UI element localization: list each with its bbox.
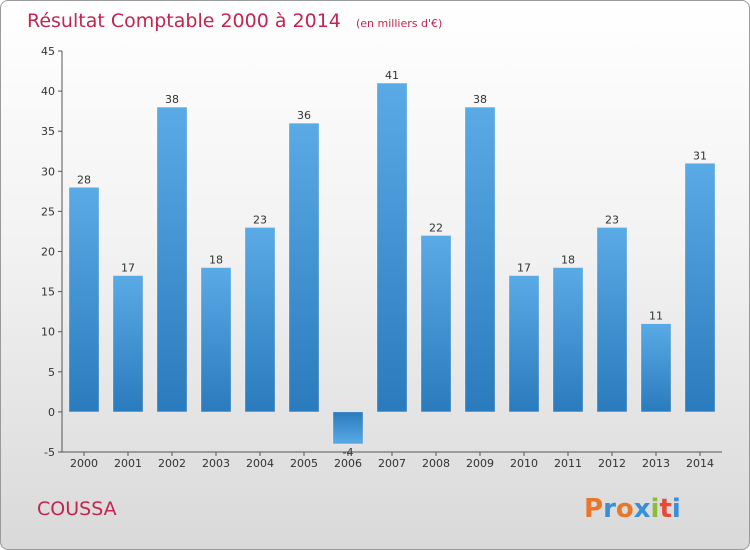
chart-bars — [68, 82, 716, 445]
bar — [684, 163, 716, 413]
bar-value-label: 31 — [693, 149, 707, 162]
bar-value-label: 23 — [253, 213, 267, 226]
bar-value-label: 41 — [385, 69, 399, 82]
x-tick-label: 2001 — [114, 457, 142, 470]
x-tick-label: 2013 — [642, 457, 670, 470]
bar-value-label: 22 — [429, 221, 443, 234]
bar — [376, 82, 408, 413]
y-tick-label: 25 — [41, 205, 55, 218]
x-tick-label: 2004 — [246, 457, 274, 470]
logo-letter: i — [672, 494, 681, 524]
bar — [288, 122, 320, 413]
y-tick-label: -5 — [44, 446, 55, 459]
bar — [156, 106, 188, 413]
logo-letter: x — [634, 494, 651, 524]
bar — [68, 187, 100, 413]
bar-value-label: 18 — [209, 254, 223, 267]
x-tick-label: 2014 — [686, 457, 714, 470]
bar-value-label: -4 — [343, 446, 354, 459]
x-tick-label: 2008 — [422, 457, 450, 470]
bar-value-label: 11 — [649, 310, 663, 323]
y-tick-label: 35 — [41, 125, 55, 138]
bar — [464, 106, 496, 413]
bar — [508, 275, 540, 413]
logo-letter: r — [603, 494, 616, 524]
x-tick-label: 2012 — [598, 457, 626, 470]
bar — [244, 227, 276, 413]
y-tick-label: 15 — [41, 286, 55, 299]
bar-value-label: 38 — [165, 93, 179, 106]
bar — [112, 275, 144, 413]
bar — [552, 267, 584, 413]
y-tick-label: 45 — [41, 45, 55, 58]
y-tick-label: 10 — [41, 326, 55, 339]
bar-value-label: 18 — [561, 254, 575, 267]
x-tick-label: 2010 — [510, 457, 538, 470]
bar — [640, 323, 672, 413]
y-tick-label: 5 — [48, 366, 55, 379]
chart-title-unit: (en milliers d'€) — [356, 17, 442, 30]
y-tick-label: 40 — [41, 85, 55, 98]
bar — [332, 411, 364, 445]
logo-letter: P — [584, 494, 603, 524]
x-tick-label: 2000 — [70, 457, 98, 470]
bar-value-label: 17 — [517, 262, 531, 275]
bar — [596, 227, 628, 413]
y-tick-label: 20 — [41, 246, 55, 259]
x-tick-label: 2011 — [554, 457, 582, 470]
x-tick-label: 2003 — [202, 457, 230, 470]
x-tick-label: 2006 — [334, 457, 362, 470]
x-tick-label: 2005 — [290, 457, 318, 470]
bar-value-label: 28 — [77, 173, 91, 186]
chart-title-main: Résultat Comptable 2000 à 2014 — [27, 10, 341, 32]
bar — [420, 235, 452, 413]
commune-name: COUSSA — [37, 498, 117, 520]
bar-value-label: 36 — [297, 109, 311, 122]
y-tick-label: 0 — [48, 406, 55, 419]
chart-title: Résultat Comptable 2000 à 2014 (en milli… — [27, 10, 442, 32]
bar-value-label: 38 — [473, 93, 487, 106]
x-tick-label: 2009 — [466, 457, 494, 470]
bar-value-label: 17 — [121, 262, 135, 275]
logo-letter: o — [616, 494, 634, 524]
logo-letter: i — [651, 494, 660, 524]
bar — [200, 267, 232, 413]
bar-value-label: 23 — [605, 213, 619, 226]
logo-letter: t — [659, 494, 671, 524]
x-tick-label: 2007 — [378, 457, 406, 470]
proxiti-logo: Proxiti — [584, 494, 681, 524]
y-tick-label: 30 — [41, 165, 55, 178]
x-tick-label: 2002 — [158, 457, 186, 470]
chart-data-labels: 28 17 38 18 23 36 -4 41 22 38 17 18 23 11 31 — [77, 69, 707, 459]
chart-axes: -5 0 5 10 15 20 25 30 35 40 45 2000 2001 2002 2003 2004… — [41, 45, 722, 470]
